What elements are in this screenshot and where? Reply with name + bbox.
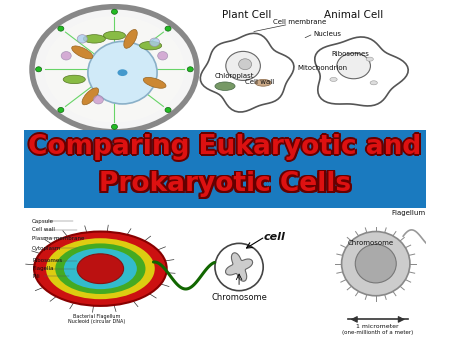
Ellipse shape: [58, 26, 64, 31]
Text: Chromosome: Chromosome: [347, 240, 394, 246]
Ellipse shape: [72, 46, 93, 59]
Ellipse shape: [93, 95, 104, 104]
Text: Plasma membrane: Plasma membrane: [32, 236, 85, 241]
Text: Prokaryotic Cells: Prokaryotic Cells: [97, 170, 350, 196]
Ellipse shape: [104, 31, 126, 40]
Polygon shape: [200, 33, 294, 112]
Text: Comparing Eukaryotic and: Comparing Eukaryotic and: [30, 133, 423, 159]
Text: Plant Cell: Plant Cell: [222, 10, 272, 20]
Ellipse shape: [77, 254, 124, 284]
Ellipse shape: [55, 243, 145, 294]
Text: Comparing Eukaryotic and: Comparing Eukaryotic and: [27, 136, 420, 161]
Text: Ribosomes: Ribosomes: [32, 259, 62, 263]
Text: Prokaryotic Cells: Prokaryotic Cells: [100, 170, 353, 196]
Text: (one-millionth of a meter): (one-millionth of a meter): [342, 330, 414, 335]
Text: Nucleus: Nucleus: [314, 31, 342, 37]
Text: Cell wall: Cell wall: [245, 79, 274, 85]
Ellipse shape: [215, 243, 263, 291]
Text: Flagella: Flagella: [32, 266, 54, 271]
Text: cell: cell: [263, 232, 285, 242]
Text: Animal Cell: Animal Cell: [324, 10, 383, 20]
Ellipse shape: [61, 51, 71, 60]
Text: Comparing Eukaryotic and: Comparing Eukaryotic and: [28, 132, 422, 158]
Text: Comparing Eukaryotic and: Comparing Eukaryotic and: [30, 136, 423, 161]
Ellipse shape: [77, 34, 87, 43]
Ellipse shape: [64, 248, 137, 289]
Text: Prokaryotic Cells: Prokaryotic Cells: [99, 171, 351, 197]
Ellipse shape: [187, 67, 194, 72]
Ellipse shape: [238, 59, 252, 70]
Ellipse shape: [366, 57, 373, 61]
Ellipse shape: [337, 53, 370, 79]
Ellipse shape: [165, 107, 171, 113]
Ellipse shape: [215, 82, 235, 90]
Ellipse shape: [124, 29, 137, 48]
Ellipse shape: [330, 77, 337, 81]
Text: Cell wall: Cell wall: [32, 227, 55, 232]
Text: 1 micrometer: 1 micrometer: [356, 324, 399, 330]
Text: Comparing Eukaryotic and: Comparing Eukaryotic and: [27, 133, 420, 159]
Ellipse shape: [143, 77, 166, 88]
Ellipse shape: [63, 75, 86, 84]
Text: Pili: Pili: [32, 274, 40, 279]
Ellipse shape: [83, 34, 105, 43]
Ellipse shape: [88, 42, 157, 104]
Text: Comparing Eukaryotic and: Comparing Eukaryotic and: [27, 134, 419, 160]
Text: Nucleoid (circular DNA): Nucleoid (circular DNA): [68, 319, 125, 323]
Text: Cell membrane: Cell membrane: [273, 19, 326, 25]
Ellipse shape: [112, 124, 117, 129]
Ellipse shape: [342, 232, 410, 296]
Text: Prokaryotic Cells: Prokaryotic Cells: [97, 171, 349, 197]
Ellipse shape: [370, 81, 378, 85]
Ellipse shape: [355, 244, 396, 283]
Text: Mitochondrion: Mitochondrion: [297, 65, 347, 71]
Text: Prokaryotic Cells: Prokaryotic Cells: [101, 171, 353, 197]
Text: Capsule: Capsule: [32, 219, 54, 224]
Text: Chromosome: Chromosome: [211, 293, 267, 302]
Ellipse shape: [255, 79, 271, 86]
Text: Ribosomes: Ribosomes: [332, 51, 369, 57]
Ellipse shape: [34, 232, 166, 306]
Ellipse shape: [36, 67, 42, 72]
Ellipse shape: [45, 16, 184, 122]
Ellipse shape: [226, 51, 261, 80]
Polygon shape: [225, 253, 252, 281]
Text: Prokaryotic Cells: Prokaryotic Cells: [97, 173, 350, 198]
Text: Bacterial Flagellum: Bacterial Flagellum: [72, 314, 120, 318]
Ellipse shape: [117, 69, 127, 76]
FancyBboxPatch shape: [24, 130, 426, 208]
Text: Prokaryotic Cells: Prokaryotic Cells: [100, 173, 353, 198]
Ellipse shape: [58, 107, 64, 113]
Text: Flagellum: Flagellum: [392, 210, 426, 216]
Text: Prokaryotic Cells: Prokaryotic Cells: [99, 170, 351, 195]
Ellipse shape: [158, 51, 168, 60]
Text: Comparing Eukaryotic and: Comparing Eukaryotic and: [28, 134, 422, 160]
Text: Cytoplasm: Cytoplasm: [32, 246, 61, 251]
Text: Prokaryotic Cells: Prokaryotic Cells: [99, 173, 351, 199]
Ellipse shape: [112, 9, 117, 14]
Ellipse shape: [149, 38, 160, 47]
Text: Chloroplast: Chloroplast: [215, 73, 254, 79]
Ellipse shape: [165, 26, 171, 31]
Ellipse shape: [140, 41, 162, 50]
Ellipse shape: [82, 88, 99, 105]
Ellipse shape: [32, 7, 197, 132]
Ellipse shape: [46, 238, 155, 299]
Text: Comparing Eukaryotic and: Comparing Eukaryotic and: [28, 136, 422, 162]
Text: Comparing Eukaryotic and: Comparing Eukaryotic and: [31, 134, 423, 160]
Polygon shape: [315, 37, 408, 106]
